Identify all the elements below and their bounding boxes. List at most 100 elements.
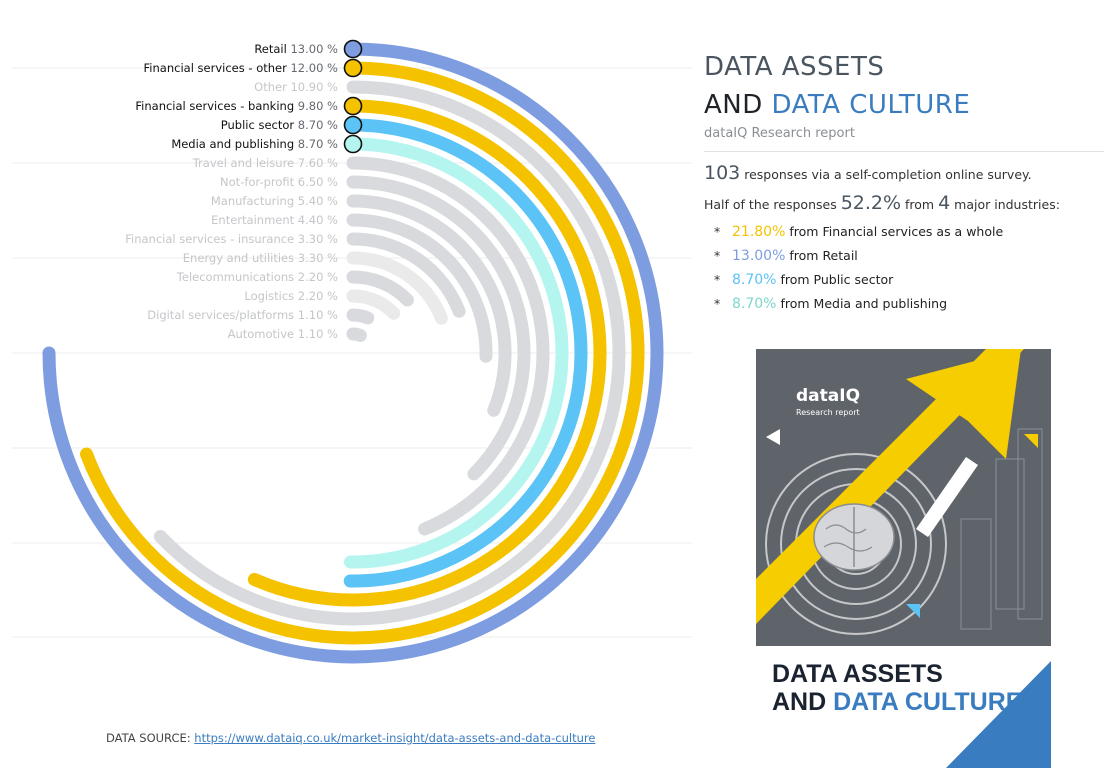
category-label: Financial services - other 12.00 %: [144, 61, 339, 75]
share-suffix: major industries:: [950, 197, 1060, 212]
report-title-prefix: AND: [704, 90, 772, 120]
data-source-link[interactable]: https://www.dataiq.co.uk/market-insight/…: [194, 731, 596, 745]
chart-arcs: [42, 42, 664, 664]
data-source: DATA SOURCE: https://www.dataiq.co.uk/ma…: [106, 731, 595, 745]
arc-bar: [247, 99, 607, 607]
category-value: 4.40 %: [298, 213, 338, 227]
arc-bar: [346, 232, 466, 318]
category-name: Public sector: [221, 118, 298, 132]
category-value: 1.10 %: [298, 308, 338, 322]
cover-logo: dataIQ: [796, 386, 860, 406]
industry-share-stat: Half of the responses 52.2% from 4 major…: [704, 192, 1104, 214]
industry-item: * 8.70% from Media and publishing: [714, 292, 1104, 316]
industry-suffix: as a whole: [932, 224, 1004, 239]
cover-triangle-marker: [1024, 434, 1038, 448]
cover-triangle-marker: [906, 604, 920, 618]
category-value: 8.70 %: [298, 118, 338, 132]
cover-logo-sub: Research report: [796, 408, 860, 417]
arc-bar: [42, 42, 664, 664]
cover-title-prefix: AND: [772, 688, 833, 716]
category-name: Media and publishing: [171, 137, 297, 151]
report-title-accent: DATA CULTURE: [771, 90, 971, 120]
responses-stat: 103 responses via a self-completion onli…: [704, 162, 1104, 184]
category-name: Financial services - other: [144, 61, 291, 75]
category-name: Automotive: [228, 327, 298, 341]
arc-bar: [343, 137, 569, 569]
arc-bar: [346, 289, 401, 320]
cover-light-beam: [916, 457, 978, 537]
industry-item: * 21.80% from Financial services as a who…: [714, 220, 1104, 244]
legend-marker: [343, 96, 363, 116]
category-label: Financial services - banking 9.80 %: [135, 99, 338, 113]
from-word: from: [785, 224, 823, 239]
bullet: *: [714, 272, 721, 287]
category-label: Other 10.90 %: [254, 80, 338, 94]
category-label: Energy and utilities 3.30 %: [183, 251, 338, 265]
cover-title-line-1: DATA ASSETS: [772, 660, 943, 688]
from-word: from: [776, 296, 814, 311]
category-label: Retail 13.00 %: [254, 42, 338, 56]
category-value: 8.70 %: [298, 137, 338, 151]
arc-bar: [346, 327, 367, 342]
arc-bar: [346, 270, 414, 307]
legend-marker: [343, 39, 363, 59]
category-label: Logistics 2.20 %: [244, 289, 338, 303]
cover-illustration: dataIQ Research report DATA ASSETS AND D…: [756, 349, 1051, 768]
category-value: 1.10 %: [298, 327, 338, 341]
divider: [704, 151, 1104, 152]
bullet: *: [714, 224, 721, 239]
report-summary-panel: DATA ASSETS AND DATA CULTURE dataIQ Rese…: [704, 48, 1104, 316]
bullet: *: [714, 248, 721, 263]
industry-percent: 8.70%: [732, 296, 777, 312]
arc-bar: [346, 308, 375, 325]
report-subtitle: dataIQ Research report: [704, 126, 855, 141]
arc-bar: [346, 156, 550, 536]
legend-marker: [343, 115, 363, 135]
category-label: Media and publishing 8.70 %: [171, 137, 338, 151]
industry-item: * 8.70% from Public sector: [714, 268, 1104, 292]
bullet: *: [714, 296, 721, 311]
category-name: Financial services - insurance: [125, 232, 298, 246]
category-label: Manufacturing 5.40 %: [211, 194, 338, 208]
category-name: Not-for-profit: [220, 175, 298, 189]
category-value: 2.20 %: [298, 270, 338, 284]
category-name: Retail: [254, 42, 290, 56]
report-cover-image: dataIQ Research report DATA ASSETS AND D…: [756, 349, 1051, 768]
industry-count: 4: [938, 192, 951, 214]
report-title-line-1: DATA ASSETS: [704, 52, 885, 82]
from-word: from: [785, 248, 823, 263]
category-name: Energy and utilities: [183, 251, 298, 265]
category-value: 6.50 %: [298, 175, 338, 189]
category-name: Manufacturing: [211, 194, 298, 208]
category-name: Digital services/platforms: [147, 308, 298, 322]
category-label: Digital services/platforms 1.10 %: [147, 308, 338, 322]
legend-marker: [343, 134, 363, 154]
share-mid: from: [901, 197, 939, 212]
category-value: 2.20 %: [298, 289, 338, 303]
from-word: from: [776, 272, 814, 287]
responses-text: responses via a self-completion online s…: [740, 167, 1032, 182]
industry-percent: 21.80%: [732, 224, 786, 240]
legend-marker: [343, 58, 363, 78]
category-name: Entertainment: [211, 213, 298, 227]
arc-bar: [346, 175, 531, 481]
category-value: 7.60 %: [298, 156, 338, 170]
radial-bar-chart: Retail 13.00 % Financial services - other…: [12, 39, 692, 664]
industry-percent: 8.70%: [732, 272, 777, 288]
cover-city-lines: [960, 428, 1043, 630]
arc-bar: [346, 194, 512, 417]
industry-name: Retail: [822, 248, 858, 263]
share-prefix: Half of the responses: [704, 197, 841, 212]
data-source-label: DATA SOURCE:: [106, 731, 195, 745]
share-percent: 52.2%: [840, 192, 902, 214]
category-value: 3.30 %: [298, 251, 338, 265]
category-name: Telecommunications: [176, 270, 298, 284]
arc-bar: [346, 213, 493, 363]
arc-bar: [80, 61, 645, 645]
category-label: Automotive 1.10 %: [228, 327, 338, 341]
arc-bar: [343, 118, 588, 588]
category-label: Travel and leisure 7.60 %: [192, 156, 338, 170]
arc-bar: [346, 251, 448, 325]
brain-icon: [813, 503, 895, 571]
category-value: 5.40 %: [298, 194, 338, 208]
